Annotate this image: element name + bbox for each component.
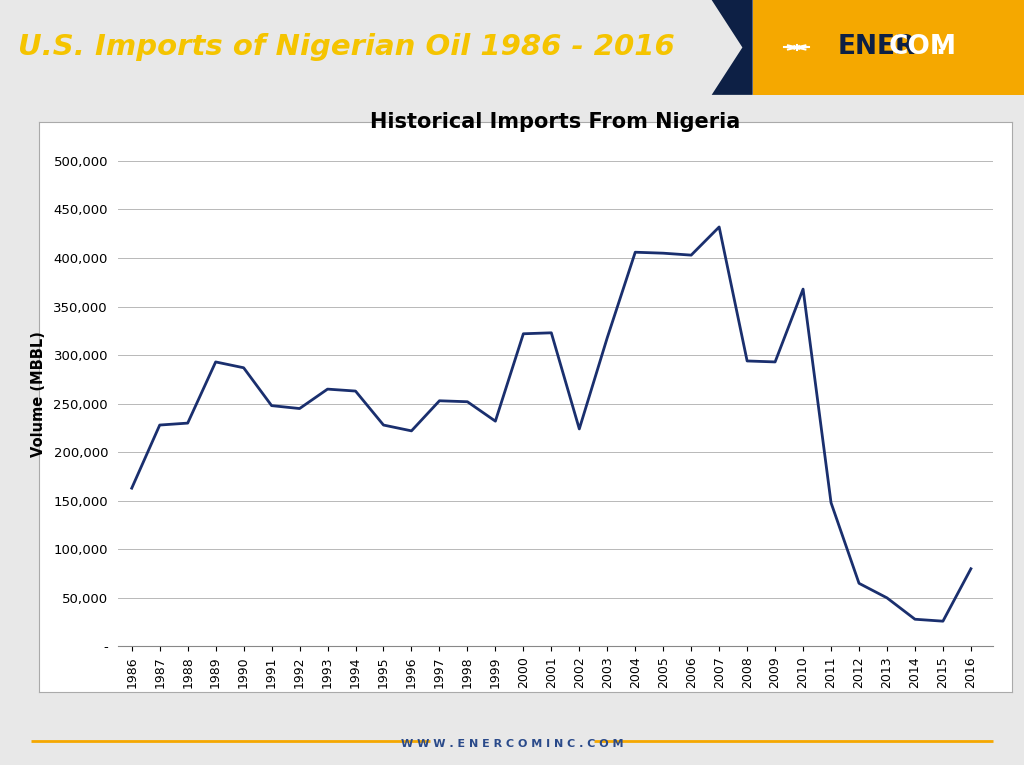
Bar	[753, 0, 1024, 95]
Title: Historical Imports From Nigeria: Historical Imports From Nigeria	[371, 112, 740, 132]
Text: U.S. Imports of Nigerian Oil 1986 - 2016: U.S. Imports of Nigerian Oil 1986 - 2016	[18, 34, 675, 61]
Y-axis label: Volume (MBBL): Volume (MBBL)	[32, 331, 46, 457]
Text: W W W . E N E R C O M I N C . C O M: W W W . E N E R C O M I N C . C O M	[400, 738, 624, 749]
Text: .: .	[935, 34, 945, 60]
Polygon shape	[712, 0, 753, 95]
Text: ENER: ENER	[838, 34, 915, 60]
Text: COM: COM	[889, 34, 956, 60]
